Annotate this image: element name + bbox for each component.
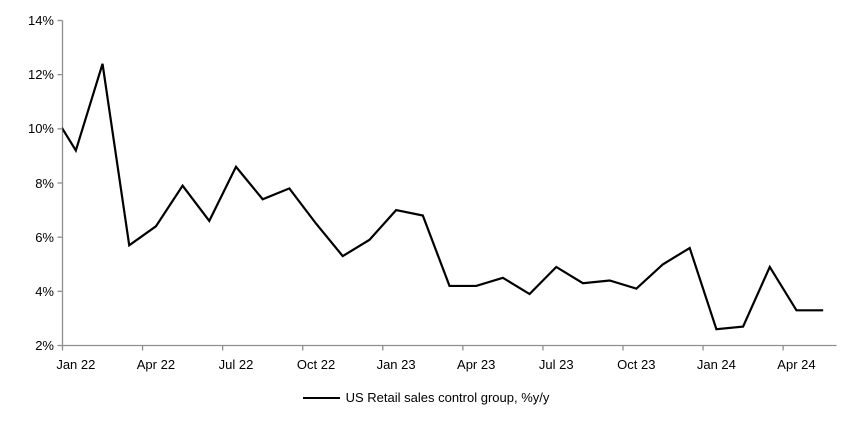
y-tick-label: 8% xyxy=(35,175,54,191)
legend-label: US Retail sales control group, %y/y xyxy=(345,390,550,405)
x-tick-label: Apr 22 xyxy=(136,357,176,372)
x-tick-label: Oct 23 xyxy=(617,357,656,372)
x-tick-label: Jul 23 xyxy=(538,357,574,372)
y-tick-label: 10% xyxy=(27,121,54,137)
y-tick-label: 6% xyxy=(35,229,54,245)
x-tick-label: Apr 23 xyxy=(457,357,496,372)
x-tick-label: Jul 22 xyxy=(218,357,254,372)
x-tick-label: Oct 22 xyxy=(296,357,336,372)
y-tick-label: 14% xyxy=(27,13,54,28)
axes xyxy=(57,19,837,351)
y-tick-label: 12% xyxy=(27,67,54,83)
y-tick-label: 2% xyxy=(35,338,54,353)
x-tick-label: Jan 23 xyxy=(376,357,416,372)
legend: US Retail sales control group, %y/y xyxy=(0,390,852,406)
x-tick-label: Jan 22 xyxy=(56,357,96,372)
series-line-us-retail-control xyxy=(62,63,824,331)
legend-line-swatch xyxy=(302,397,340,399)
x-tick-label: Apr 24 xyxy=(777,357,816,372)
y-tick-label: 4% xyxy=(35,283,54,299)
x-tick-label: Jan 24 xyxy=(696,357,736,372)
